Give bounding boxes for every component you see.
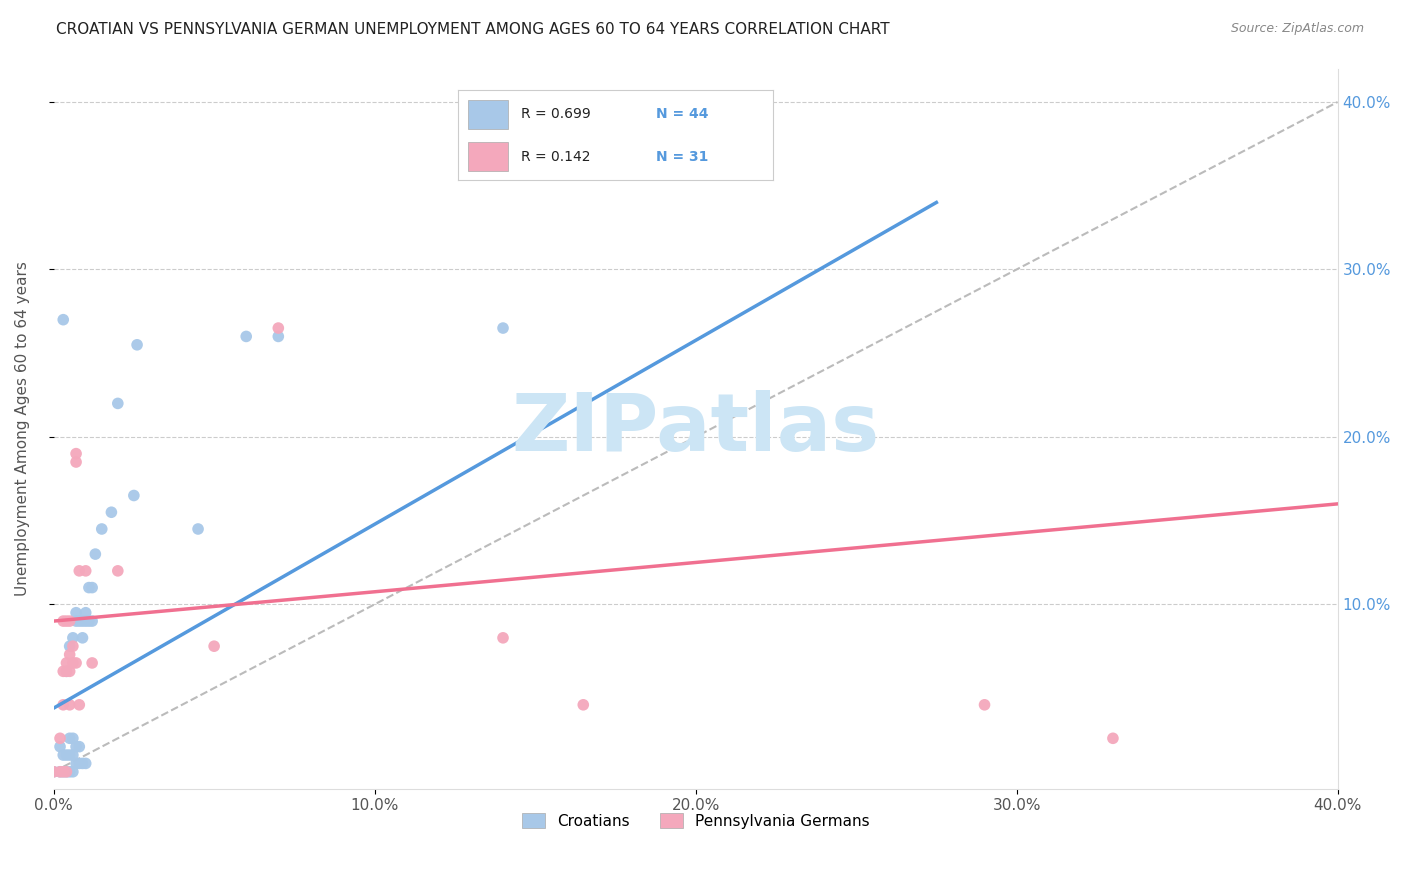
Point (65, 739, 87, 754)
Point (59, 639, 82, 653)
Point (77, 614, 100, 628)
Point (59, 665, 82, 679)
Point (267, 321, 290, 335)
Point (49, 764, 72, 779)
Point (187, 522, 209, 536)
Point (67, 739, 90, 754)
Point (90, 522, 112, 536)
Point (59, 614, 82, 628)
Point (55, 665, 77, 679)
Point (125, 338, 148, 352)
Point (52, 614, 75, 628)
Point (42, 764, 65, 779)
Point (202, 639, 225, 653)
Point (55, 665, 77, 679)
Point (52, 764, 75, 779)
Point (65, 656, 87, 670)
Point (62, 747, 84, 762)
Text: ZIPatlas: ZIPatlas (512, 390, 880, 467)
Point (59, 747, 82, 762)
Point (77, 581, 100, 595)
Point (267, 329, 290, 343)
Point (62, 731, 84, 746)
Point (62, 631, 84, 645)
Y-axis label: Unemployment Among Ages 60 to 64 years: Unemployment Among Ages 60 to 64 years (15, 261, 30, 596)
Point (72, 756, 94, 771)
Point (75, 614, 97, 628)
Point (59, 698, 82, 712)
Point (55, 764, 77, 779)
Point (107, 396, 129, 410)
Point (62, 639, 84, 653)
Point (52, 665, 75, 679)
Point (75, 756, 97, 771)
Point (67, 698, 90, 712)
Point (49, 764, 72, 779)
Point (72, 614, 94, 628)
Point (1102, 731, 1125, 746)
Point (100, 505, 122, 519)
Point (67, 756, 90, 771)
Point (59, 731, 82, 746)
Point (65, 455, 87, 469)
Point (59, 764, 82, 779)
Point (49, 731, 72, 746)
Text: Source: ZipAtlas.com: Source: ZipAtlas.com (1230, 22, 1364, 36)
Point (235, 329, 257, 343)
Point (55, 747, 77, 762)
Point (82, 614, 104, 628)
Text: CROATIAN VS PENNSYLVANIA GERMAN UNEMPLOYMENT AMONG AGES 60 TO 64 YEARS CORRELATI: CROATIAN VS PENNSYLVANIA GERMAN UNEMPLOY… (56, 22, 890, 37)
Point (67, 564, 90, 578)
Point (65, 447, 87, 461)
Point (973, 698, 995, 712)
Point (122, 488, 145, 502)
Point (492, 631, 515, 645)
Point (52, 764, 75, 779)
Point (67, 614, 90, 628)
Point (52, 747, 75, 762)
Point (52, 698, 75, 712)
Point (492, 321, 515, 335)
Point (72, 631, 94, 645)
Point (572, 698, 595, 712)
Point (62, 656, 84, 670)
Point (49, 739, 72, 754)
Point (75, 606, 97, 620)
Point (65, 606, 87, 620)
Point (107, 564, 129, 578)
Point (82, 656, 104, 670)
Point (75, 564, 97, 578)
Point (84, 547, 107, 561)
Point (55, 764, 77, 779)
Point (62, 764, 84, 779)
Point (55, 656, 77, 670)
Legend: Croatians, Pennsylvania Germans: Croatians, Pennsylvania Germans (516, 806, 876, 835)
Point (82, 581, 104, 595)
Point (65, 756, 87, 771)
Point (52, 312, 75, 326)
Point (55, 614, 77, 628)
Point (65, 614, 87, 628)
Point (59, 648, 82, 662)
Point (42, 764, 65, 779)
